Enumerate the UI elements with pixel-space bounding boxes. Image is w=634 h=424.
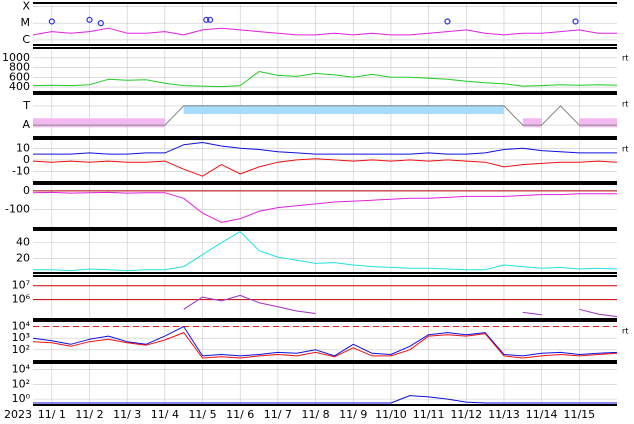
y-tick-label: 0 (23, 153, 30, 166)
y-tick-label: -100 (5, 202, 30, 215)
flare-marker (444, 18, 451, 25)
side-label: rt (622, 54, 628, 63)
data-line (33, 191, 617, 223)
y-tick-label: X (22, 0, 30, 12)
x-tick-label: 11/ 5 (188, 408, 216, 421)
data-line (33, 71, 617, 88)
flare-marker (48, 18, 55, 25)
x-tick-label: 11/12 (450, 408, 482, 421)
panel: 100-10 rt (12, 138, 628, 183)
side-label: rt (622, 100, 628, 109)
x-tick-label: 11/ 1 (38, 408, 66, 421)
flare-marker (572, 18, 579, 25)
y-tick-label: 800 (9, 61, 30, 74)
y-tick-label: 10² (12, 377, 30, 390)
data-line (33, 27, 617, 36)
data-line (33, 142, 617, 155)
y-tick-label: -10 (12, 165, 30, 178)
y-tick-label: 400 (9, 80, 30, 93)
x-tick-label: 11/15 (563, 408, 595, 421)
data-line (33, 395, 617, 404)
flare-marker (97, 20, 104, 27)
y-tick-label: 10⁷ (12, 279, 30, 292)
y-tick-label: 10⁴ (12, 363, 31, 376)
y-tick-label: 600 (9, 70, 30, 83)
data-line (33, 158, 617, 177)
y-tick-label: 10² (12, 343, 30, 356)
y-tick-label: 40 (16, 236, 30, 249)
x-tick-label: 11/ 6 (226, 408, 254, 421)
data-line (183, 294, 617, 318)
flare-marker (86, 16, 93, 23)
x-tick-label: 11/10 (375, 408, 407, 421)
y-tick-label: 10⁰ (12, 392, 31, 405)
y-tick-label: T (22, 99, 30, 112)
x-tick-label: 11/ 7 (264, 408, 292, 421)
x-tick-label: 11/ 2 (75, 408, 103, 421)
y-tick-label: 10⁶ (12, 293, 31, 306)
data-line (33, 332, 617, 359)
y-tick-label: 20 (16, 252, 30, 265)
x-tick-label: 11/ 9 (339, 408, 367, 421)
y-tick-label: C (22, 33, 30, 46)
x-tick-label: 11/14 (526, 408, 558, 421)
y-tick-label: 10⁴ (12, 320, 31, 333)
side-label: rt (622, 327, 628, 336)
panel: 0 -100 (5, 183, 617, 229)
data-line (33, 105, 617, 126)
y-tick-label: 0 (23, 184, 30, 197)
y-tick-label: A (22, 118, 30, 131)
flare-marker (206, 16, 214, 23)
side-label: rt (622, 145, 628, 154)
flare-marker (203, 16, 210, 23)
data-line (33, 231, 617, 272)
x-tick-label: 11/ 4 (151, 408, 179, 421)
panel: XMC (21, 0, 617, 46)
x-tick-label: 11/11 (413, 408, 445, 421)
y-tick-label: 1000 (2, 51, 30, 64)
y-tick-label: 10³ (12, 331, 30, 344)
x-tick-label: 11/ 8 (301, 408, 329, 421)
x-tick-label: 11/ 3 (113, 408, 141, 421)
y-tick-label: M (21, 16, 31, 29)
data-line (33, 326, 617, 357)
x-tick-label: 11/13 (488, 408, 520, 421)
y-tick-label: 10 (16, 141, 30, 154)
x-year-label: 2023 (4, 408, 32, 421)
